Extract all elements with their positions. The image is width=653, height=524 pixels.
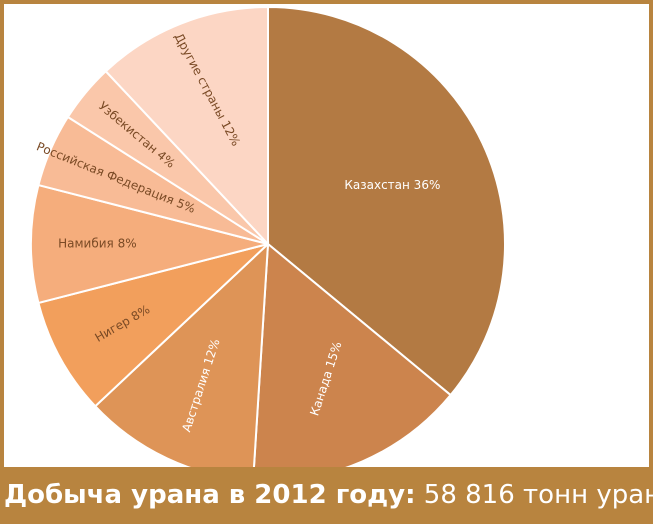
caption-bar: Добыча урана в 2012 году: 58 816 тонн ур… bbox=[0, 467, 653, 524]
pie-slice bbox=[30, 183, 269, 305]
caption-value: 58 816 тонн урана bbox=[415, 480, 653, 510]
pie-slice bbox=[267, 5, 506, 397]
chart-frame: Казахстан 36% Канада 15% Австралия 12% Ниге… bbox=[4, 4, 649, 520]
pie-slice bbox=[104, 5, 269, 247]
pie-slice bbox=[37, 243, 269, 408]
slice-label: Казахстан 36% bbox=[344, 178, 440, 192]
pie-chart: Казахстан 36%Канада 15%Австралия 12%Ниге… bbox=[30, 5, 506, 482]
caption-title: Добыча урана в 2012 году: bbox=[4, 480, 416, 510]
slice-label: Намибия 8% bbox=[58, 237, 137, 251]
